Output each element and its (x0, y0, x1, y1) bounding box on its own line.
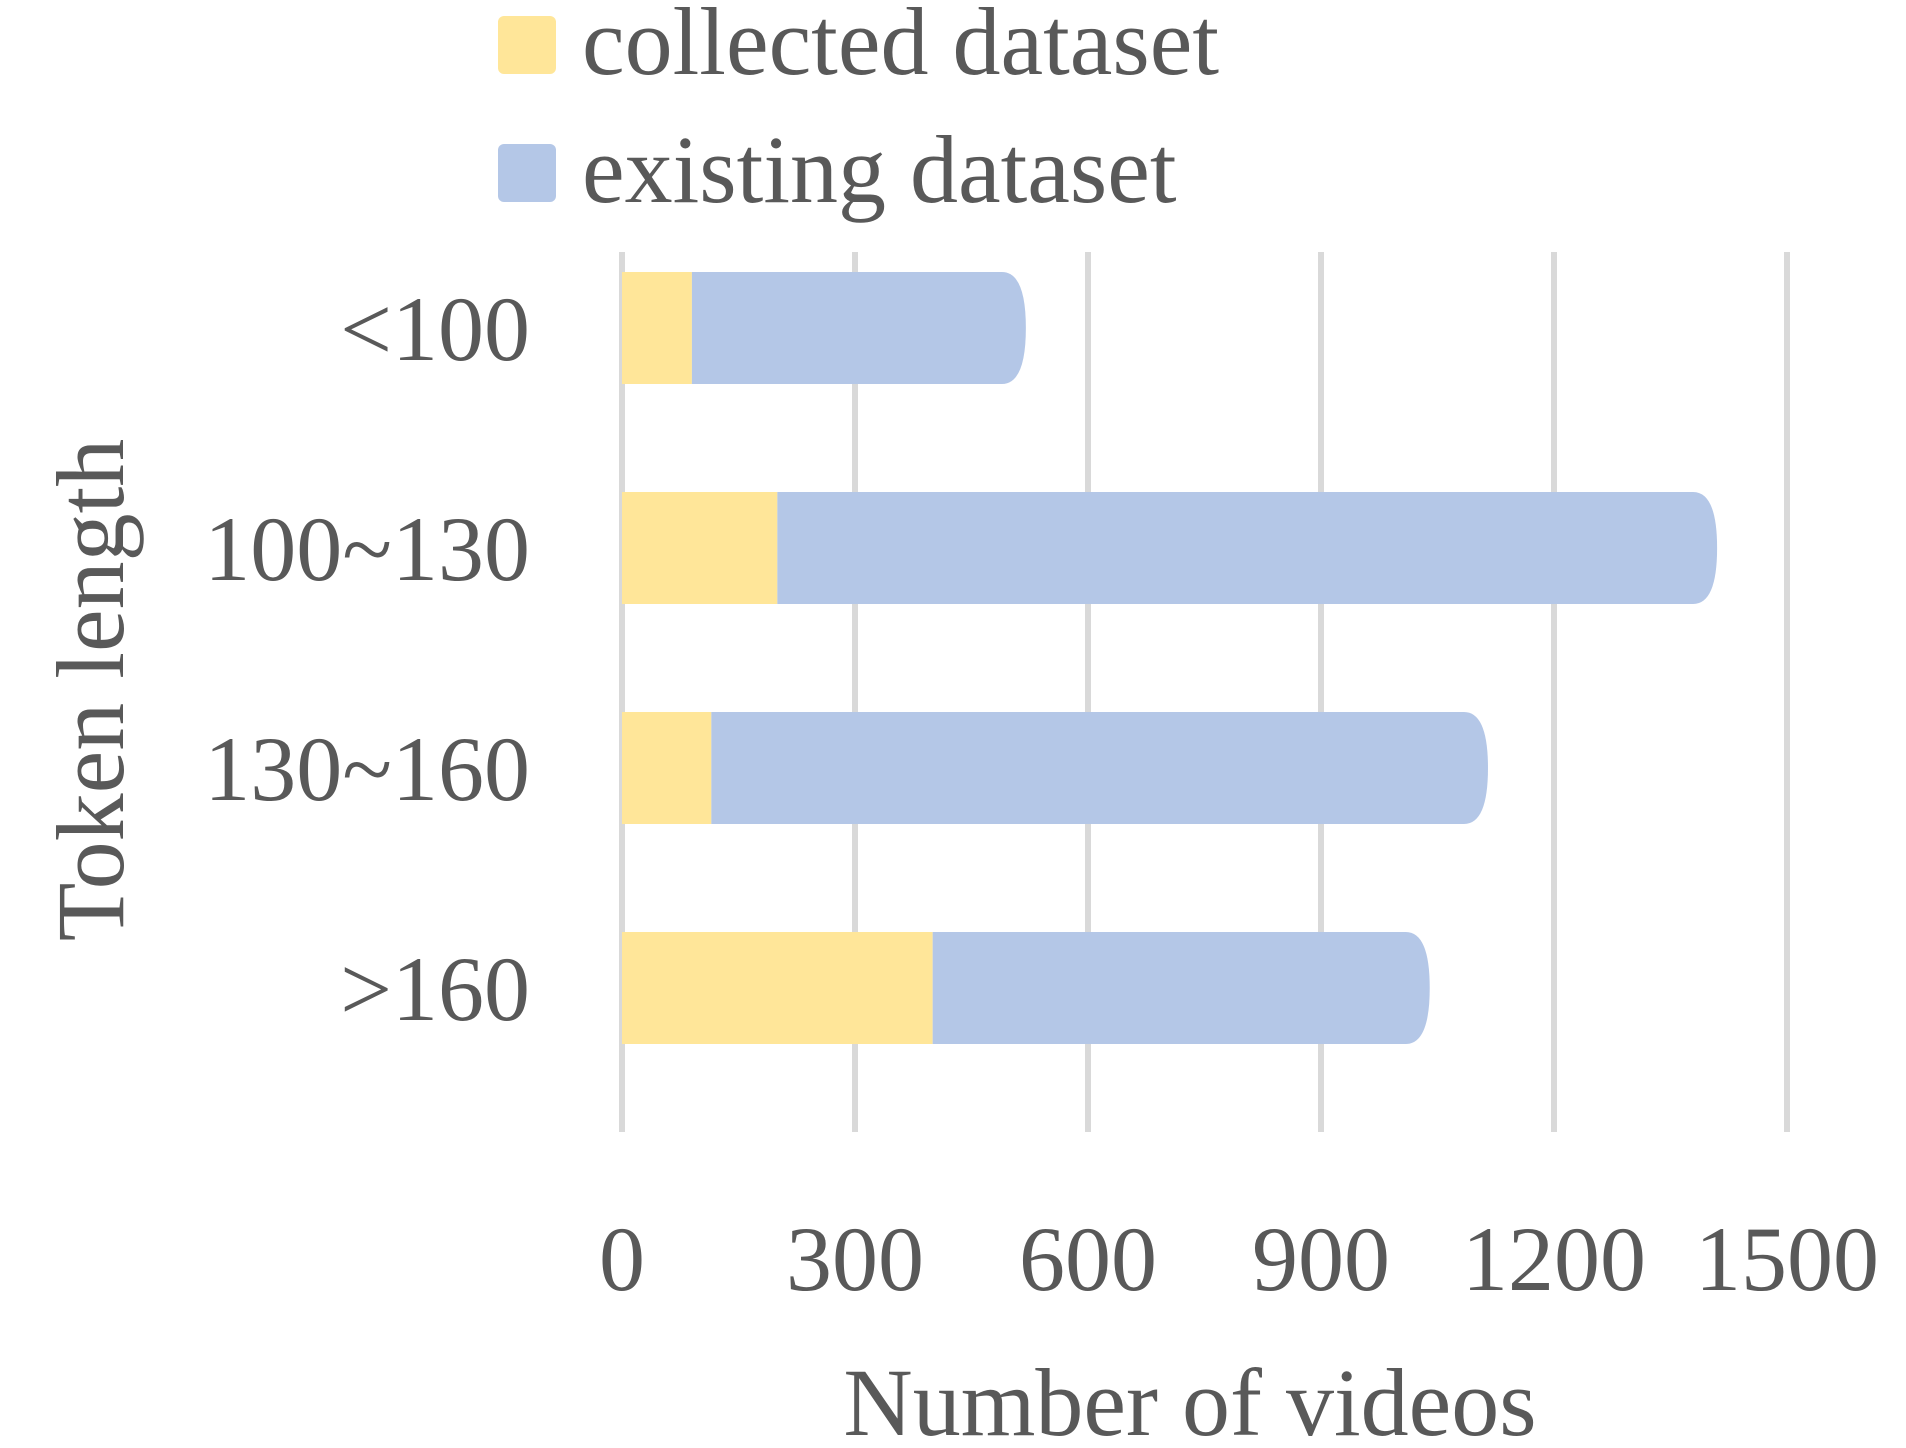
bar-collected-2 (622, 712, 712, 824)
bar-existing-0 (691, 272, 1026, 384)
x-tick-label: 600 (1019, 1208, 1157, 1310)
legend: collected dataset existing dataset (498, 0, 1219, 223)
y-axis-label: Token length (37, 439, 144, 942)
legend-swatch (498, 144, 556, 202)
y-tick-label: 100~130 (204, 498, 530, 600)
x-tick-label: 1500 (1695, 1208, 1879, 1310)
x-tick-labels: 0 300 600 900 1200 1500 (599, 1208, 1879, 1310)
bar-collected-1 (622, 492, 778, 604)
y-tick-label: 130~160 (204, 718, 530, 820)
x-tick-label: 900 (1252, 1208, 1390, 1310)
bar-existing-3 (932, 932, 1430, 1044)
bars (622, 272, 1718, 1044)
x-tick-label: 1200 (1462, 1208, 1646, 1310)
legend-label: existing dataset (582, 116, 1177, 223)
y-tick-label: >160 (340, 938, 530, 1040)
y-tick-labels: <100 100~130 130~160 >160 (204, 278, 530, 1040)
x-tick-label: 0 (599, 1208, 645, 1310)
bar-existing-1 (777, 492, 1718, 604)
x-tick-label: 300 (786, 1208, 924, 1310)
legend-swatch (498, 16, 556, 74)
y-tick-label: <100 (340, 278, 530, 380)
bar-existing-2 (711, 712, 1488, 824)
x-axis-label: Number of videos (843, 1349, 1536, 1448)
legend-label: collected dataset (582, 0, 1219, 95)
bar-collected-3 (622, 932, 933, 1044)
bar-collected-0 (622, 272, 692, 384)
